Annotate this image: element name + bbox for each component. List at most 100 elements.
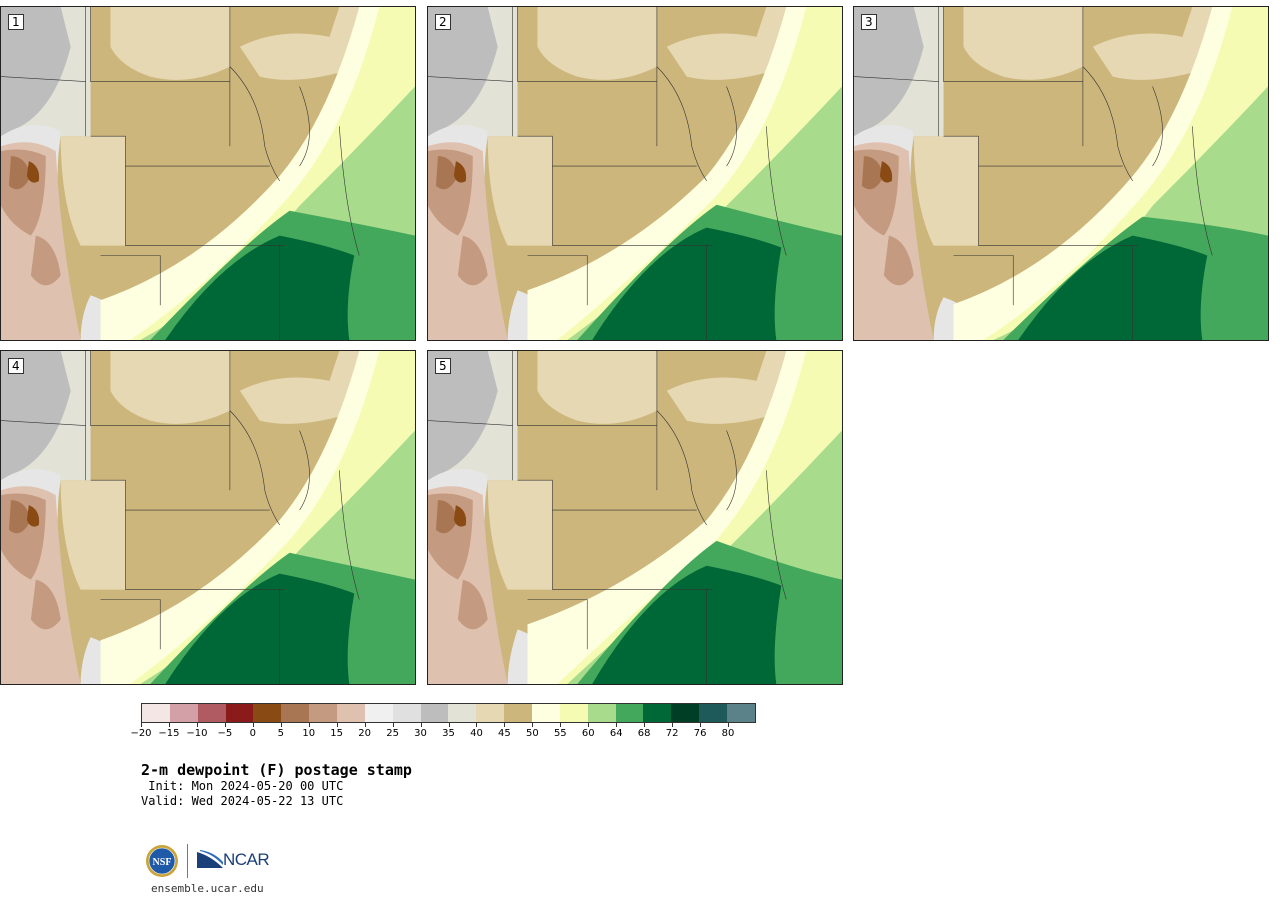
colorbar-tick-mark: [252, 723, 254, 727]
state-border-line: [428, 76, 513, 82]
dewpoint-zone-68-72: [592, 227, 782, 340]
state-border-line: [517, 351, 657, 426]
state-border-line: [517, 479, 553, 590]
colorbar-tick-mark: [476, 723, 478, 727]
state-border-line: [527, 255, 588, 306]
colorbar-tick-label: 20: [358, 728, 371, 739]
colorbar-tick-mark: [168, 723, 170, 727]
state-border-line: [656, 410, 693, 491]
state-border-line: [1192, 126, 1213, 256]
colorbar-tick-label: −15: [158, 728, 180, 739]
stamp-map-panel-1: 1: [0, 6, 416, 341]
state-border-line: [766, 470, 787, 600]
stamp-map-panel-5: 5: [427, 350, 843, 685]
colorbar-swatch: [587, 704, 616, 722]
colorbar-swatch: [197, 704, 226, 722]
colorbar-tick-label: −20: [130, 728, 152, 739]
website-url: ensemble.ucar.edu: [151, 882, 264, 895]
state-border-line: [943, 7, 1083, 82]
colorbar-swatch: [225, 704, 254, 722]
state-border-line: [1082, 66, 1119, 147]
colorbar-swatch: [532, 704, 560, 722]
colorbar-tick-label: 0: [249, 728, 256, 739]
dewpoint-zone-5-10: [8, 156, 31, 190]
colorbar-tick-mark: [420, 723, 422, 727]
colorbar-tick-label: 5: [277, 728, 284, 739]
stamp-map-panel-4: 4: [0, 350, 416, 685]
dewpoint-map: [1, 351, 415, 684]
colorbar-swatch: [281, 704, 310, 722]
colorbar-tick-mark: [644, 723, 646, 727]
colorbar-tick-label: 76: [693, 728, 707, 739]
state-border-line: [90, 7, 230, 82]
state-border-line: [691, 146, 707, 182]
dewpoint-zone-0-5: [26, 161, 40, 183]
dewpoint-zone-30-35: [1, 7, 71, 137]
dewpoint-zone-5-10: [861, 156, 884, 190]
stamp-map-panel-3: 3: [853, 6, 1269, 341]
dewpoint-zone-40-45: [537, 351, 657, 424]
dewpoint-zone-40-45: [110, 351, 230, 424]
colorbar-tick-label: 35: [442, 728, 455, 739]
state-border-line: [229, 410, 266, 491]
state-border-line: [517, 7, 657, 82]
dewpoint-zone-40-45: [60, 136, 126, 246]
state-border-line: [1117, 146, 1133, 182]
dewpoint-zone-0-5: [453, 161, 467, 183]
ncar-mark-icon: [197, 850, 223, 868]
colorbar-tick-label: 15: [330, 728, 344, 739]
colorbar-swatch: [309, 704, 338, 722]
state-border-line: [229, 66, 266, 147]
state-border-line: [943, 135, 979, 246]
state-border-line: [517, 135, 553, 246]
dewpoint-zone-40-45: [110, 7, 230, 80]
dewpoint-zone-68-72: [165, 573, 355, 684]
dewpoint-zone-5-10: [435, 156, 458, 190]
state-border-line: [1, 76, 86, 82]
colorbar-swatch: [615, 704, 644, 722]
init-time: Init: Mon 2024-05-20 00 UTC: [141, 779, 344, 793]
dewpoint-zone-10-15: [457, 235, 488, 286]
colorbar-swatch: [364, 704, 393, 722]
state-border-line: [766, 126, 787, 256]
dewpoint-colorbar: [141, 703, 756, 723]
state-border-line: [100, 599, 161, 650]
colorbar-tick-label: 10: [302, 728, 316, 739]
state-border-line: [1, 420, 86, 426]
colorbar-tick-mark: [336, 723, 338, 727]
colorbar-swatch: [504, 704, 533, 722]
colorbar-tick-mark: [588, 723, 590, 727]
dewpoint-zone-30-35: [854, 7, 924, 137]
dewpoint-zone-10-15: [457, 579, 488, 630]
panel-number-label: 4: [8, 358, 24, 374]
colorbar-swatch: [253, 704, 282, 722]
colorbar-tick-mark: [392, 723, 394, 727]
nsf-logo-text: NSF: [153, 857, 172, 868]
dewpoint-zone-30-35: [428, 351, 498, 481]
dewpoint-zone-40-45: [487, 480, 553, 590]
dewpoint-map: [428, 7, 842, 340]
dewpoint-zone-68-72: [592, 565, 782, 684]
colorbar-tick-mark: [728, 723, 730, 727]
colorbar-swatch: [476, 704, 505, 722]
panel-number-label: 5: [435, 358, 451, 374]
dewpoint-zone-40-45: [537, 7, 657, 80]
colorbar-tick-mark: [700, 723, 702, 727]
dewpoint-map: [854, 7, 1268, 340]
dewpoint-map: [428, 351, 842, 684]
dewpoint-zone-10-15: [30, 235, 61, 286]
dewpoint-zone-30-35: [1, 351, 71, 481]
colorbar-tick-mark: [560, 723, 562, 727]
colorbar-tick-mark: [280, 723, 282, 727]
panel-number-label: 3: [861, 14, 877, 30]
ncar-logo-text: NCAR: [223, 850, 270, 869]
colorbar-swatch: [559, 704, 588, 722]
colorbar-swatch: [420, 704, 449, 722]
state-border-line: [854, 76, 939, 82]
state-border-line: [527, 599, 588, 650]
panel-number-label: 1: [8, 14, 24, 30]
colorbar-tick-label: 45: [498, 728, 511, 739]
colorbar-tick-label: 50: [525, 728, 539, 739]
valid-time: Valid: Wed 2024-05-22 13 UTC: [141, 794, 344, 808]
state-border-line: [339, 126, 360, 256]
